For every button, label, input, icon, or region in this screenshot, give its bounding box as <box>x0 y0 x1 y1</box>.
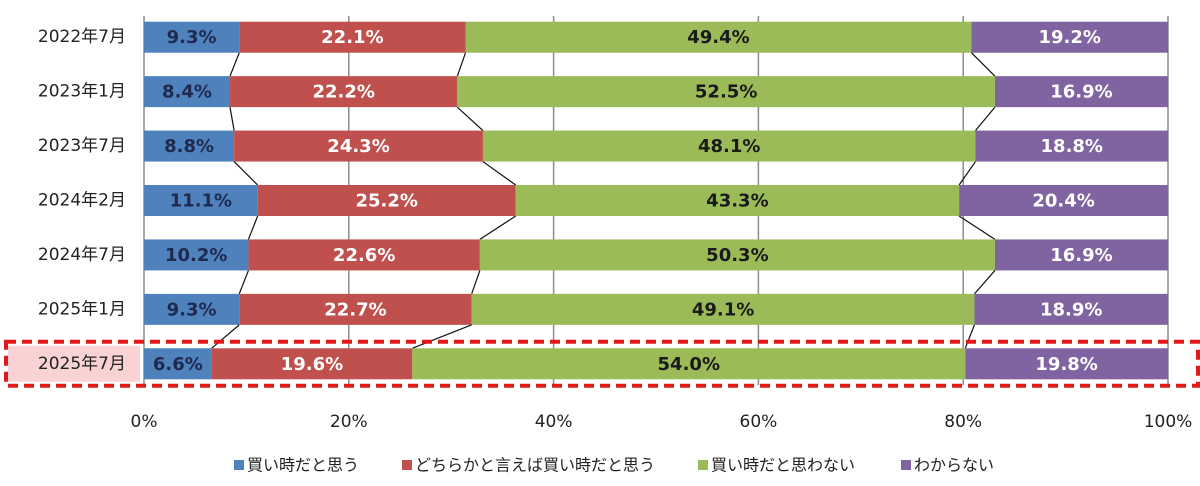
value-label: 49.4% <box>687 27 749 48</box>
x-tick-label: 100% <box>1144 412 1193 432</box>
value-label: 18.9% <box>1040 299 1102 320</box>
value-label: 9.3% <box>167 299 217 320</box>
highlight-label-bg <box>8 345 140 382</box>
value-label: 22.1% <box>321 27 383 48</box>
value-label: 9.3% <box>167 27 217 48</box>
value-label: 18.8% <box>1041 136 1103 157</box>
bar-segment <box>144 185 258 216</box>
series-connector <box>958 161 976 186</box>
value-label: 8.8% <box>164 136 214 157</box>
series-connector <box>211 324 240 349</box>
series-connector <box>456 106 484 132</box>
bar-segment <box>239 21 466 53</box>
value-label: 19.6% <box>281 354 343 375</box>
value-label: 48.1% <box>698 136 760 157</box>
bar-segment <box>211 348 413 380</box>
legend-label: わからない <box>914 456 994 475</box>
bar-segment <box>234 130 483 162</box>
series-connector <box>482 161 517 186</box>
value-label: 50.3% <box>706 245 768 266</box>
legend-swatch <box>901 460 911 470</box>
series-connector <box>479 215 517 240</box>
bar-segment <box>994 76 1168 108</box>
category-label: 2023年7月 <box>38 136 126 156</box>
bar-segment <box>239 293 472 325</box>
bar-segment <box>515 185 960 216</box>
series-connector <box>456 52 467 77</box>
bar-segment <box>965 348 1168 380</box>
bar-segment <box>465 21 972 53</box>
series-connector <box>238 270 250 295</box>
value-label: 16.9% <box>1050 245 1112 266</box>
value-label: 19.2% <box>1038 27 1100 48</box>
value-label: 11.1% <box>170 191 232 212</box>
series-connector <box>471 270 481 295</box>
x-tick-label: 20% <box>330 412 368 432</box>
category-label: 2024年7月 <box>38 245 126 265</box>
value-label: 16.9% <box>1050 82 1112 103</box>
series-connector <box>964 324 976 349</box>
x-tick-label: 0% <box>131 412 158 432</box>
bar-segment <box>482 130 976 162</box>
bar-segment <box>144 348 212 380</box>
bar-segment <box>144 21 240 53</box>
highlight-box <box>4 339 1200 388</box>
series-connector <box>229 52 240 77</box>
bar-segment <box>412 348 966 380</box>
value-label: 22.2% <box>312 82 374 103</box>
value-label: 25.2% <box>355 191 417 212</box>
value-label: 22.7% <box>324 299 386 320</box>
bar-segment <box>471 293 975 325</box>
value-label: 20.4% <box>1032 191 1094 212</box>
value-label: 8.4% <box>162 82 212 103</box>
bar-segment <box>959 185 1168 216</box>
bar-segment <box>975 130 1168 162</box>
bar-segment <box>248 239 480 271</box>
legend-label: 買い時だと思う <box>247 456 359 475</box>
series-connector <box>974 270 996 295</box>
series-connector <box>233 161 259 186</box>
bar-segment <box>230 76 458 108</box>
bar-segment <box>994 239 1168 271</box>
legend-label: どちらかと言えば買い時だと思う <box>415 456 655 475</box>
category-label: 2025年7月 <box>38 354 126 374</box>
value-label: 10.2% <box>165 245 227 266</box>
x-tick-label: 40% <box>535 412 573 432</box>
value-label: 19.8% <box>1035 354 1097 375</box>
value-label: 49.1% <box>692 299 754 320</box>
value-label: 6.6% <box>153 354 203 375</box>
series-connector <box>412 324 472 349</box>
bar-segment <box>971 21 1168 53</box>
series-connector <box>247 215 259 240</box>
bar-segment <box>144 239 249 271</box>
x-tick-label: 80% <box>944 412 982 432</box>
legend-label: 買い時だと思わない <box>711 456 855 475</box>
category-label: 2022年7月 <box>38 27 126 47</box>
legend-swatch <box>698 460 708 470</box>
category-label: 2025年1月 <box>38 299 126 319</box>
bar-segment <box>457 76 995 108</box>
bar-segment <box>144 76 231 108</box>
series-connector <box>958 215 996 240</box>
value-label: 22.6% <box>333 245 395 266</box>
value-label: 43.3% <box>706 191 768 212</box>
legend-swatch <box>402 460 412 470</box>
value-label: 52.5% <box>695 82 757 103</box>
series-connector <box>229 107 235 131</box>
category-label: 2023年1月 <box>38 82 126 102</box>
bar-segment <box>144 293 240 325</box>
bar-segment <box>257 185 516 216</box>
bar-segment <box>974 293 1168 325</box>
series-connector <box>970 52 996 77</box>
legend-swatch <box>234 460 244 470</box>
category-label: 2024年2月 <box>38 191 126 211</box>
value-label: 24.3% <box>327 136 389 157</box>
value-label: 54.0% <box>658 354 720 375</box>
x-tick-label: 60% <box>740 412 778 432</box>
bar-segment <box>479 239 995 271</box>
series-connector <box>975 106 996 131</box>
bar-segment <box>144 130 235 162</box>
